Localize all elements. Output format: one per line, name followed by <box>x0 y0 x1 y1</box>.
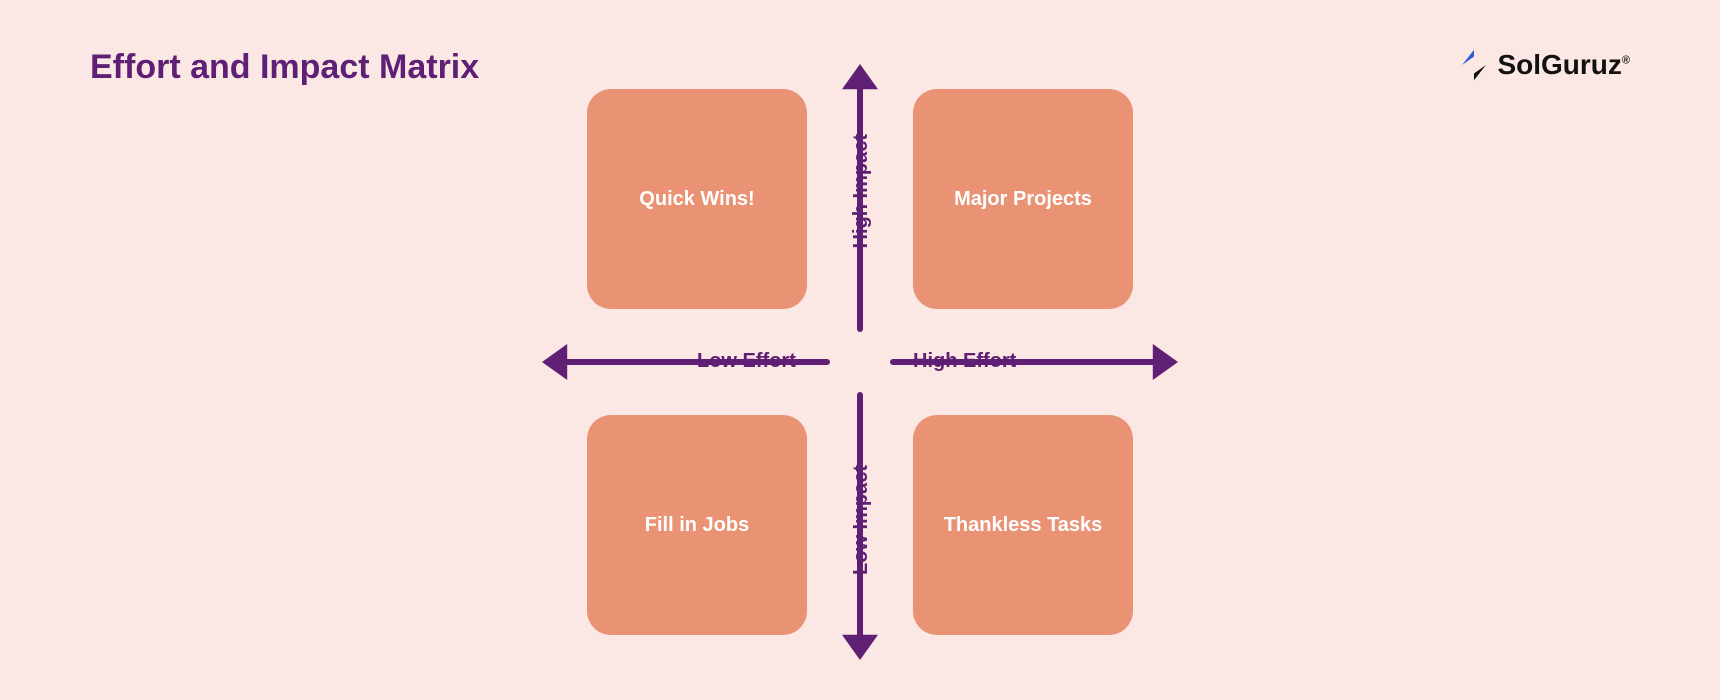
quadrant-major-projects: Major Projects <box>913 89 1133 309</box>
axis-label-high-effort: High Effort <box>913 350 1016 373</box>
logo-mark-icon <box>1457 48 1491 82</box>
quadrant-fill-in-jobs: Fill in Jobs <box>587 415 807 635</box>
quadrant-quick-wins: Quick Wins! <box>587 89 807 309</box>
axis-label-high-impact: High Impact <box>850 134 873 248</box>
logo-text: SolGuruz® <box>1497 49 1630 81</box>
axis-label-low-effort: Low Effort <box>697 350 796 373</box>
page-title: Effort and Impact Matrix <box>90 48 479 87</box>
brand-logo: SolGuruz® <box>1457 48 1630 82</box>
effort-impact-matrix: Quick Wins! Major Projects Fill in Jobs … <box>540 62 1180 662</box>
axis-label-low-impact: Low Impact <box>850 465 873 575</box>
quadrant-thankless-tasks: Thankless Tasks <box>913 415 1133 635</box>
